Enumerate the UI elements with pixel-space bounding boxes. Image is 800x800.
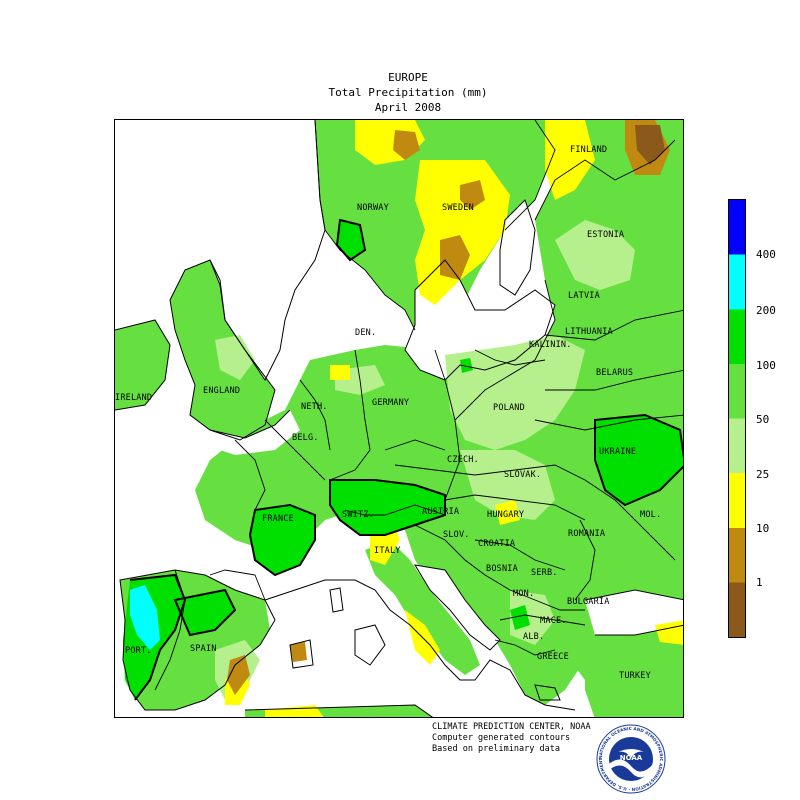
country-label-netherlands: NETH. bbox=[301, 402, 328, 412]
sea-gulf-bothnia bbox=[500, 200, 535, 295]
coastlines bbox=[115, 120, 683, 717]
country-label-greece: GREECE bbox=[537, 652, 569, 662]
land-turkey bbox=[585, 630, 683, 717]
country-label-sweden: SWEDEN bbox=[442, 203, 474, 213]
country-label-slovakia: SLOVAK. bbox=[504, 470, 542, 480]
country-label-serbia: SERB. bbox=[531, 568, 558, 578]
credit-contours: Computer generated contours bbox=[432, 733, 571, 743]
country-label-moldova: MOL. bbox=[640, 510, 662, 520]
country-label-lithuania: LITHUANIA bbox=[565, 327, 613, 337]
country-label-poland: POLAND bbox=[493, 403, 525, 413]
sea-black bbox=[585, 590, 683, 635]
country-label-latvia: LATVIA bbox=[568, 291, 600, 301]
country-label-ukraine: UKRAINE bbox=[599, 447, 637, 457]
country-label-ireland: IRELAND bbox=[115, 393, 153, 403]
map-title: EUROPE bbox=[388, 71, 428, 84]
noaa-logo: NATIONAL OCEANIC AND ATMOSPHERIC ADMINIS… bbox=[596, 724, 666, 794]
country-label-czech: CZECH. bbox=[447, 455, 479, 465]
region-france-central bbox=[250, 505, 315, 575]
country-label-spain: SPAIN bbox=[190, 644, 217, 654]
country-label-finland: FINLAND bbox=[570, 145, 608, 155]
country-label-bulgaria: BULGARIA bbox=[567, 597, 610, 607]
sea-mediterranean bbox=[245, 580, 583, 717]
country-label-macedonia: MACE. bbox=[540, 616, 567, 626]
map-subtitle: Total Precipitation (mm) bbox=[328, 86, 488, 99]
legend-label-25: 25 bbox=[756, 468, 770, 481]
country-label-italy: ITALY bbox=[374, 546, 401, 556]
country-label-germany: GERMANY bbox=[372, 398, 410, 408]
country-label-portugal: PORT. bbox=[125, 646, 152, 656]
sea-channel bbox=[205, 410, 300, 455]
country-label-norway: NORWAY bbox=[357, 203, 389, 213]
country-label-england: ENGLAND bbox=[203, 386, 241, 396]
legend-label-50: 50 bbox=[756, 413, 770, 426]
map-period: April 2008 bbox=[374, 101, 442, 114]
country-label-kaliningrad: KALININ. bbox=[529, 340, 572, 350]
logo-text: NOAA bbox=[620, 754, 643, 762]
sea-north bbox=[115, 120, 325, 380]
band-below-1 bbox=[635, 125, 665, 165]
country-label-bosnia: BOSNIA bbox=[486, 564, 518, 574]
legend-label-200: 200 bbox=[756, 304, 776, 317]
contours-100 bbox=[129, 218, 683, 701]
region-ukraine bbox=[595, 415, 683, 505]
country-label-belarus: BELARUS bbox=[596, 368, 634, 378]
precipitation-map: FINLAND NORWAY SWEDEN ESTONIA LATVIA LIT… bbox=[114, 119, 684, 718]
country-label-romania: ROMANIA bbox=[568, 529, 606, 539]
country-label-austria: AUSTRIA bbox=[422, 507, 460, 517]
country-label-montenegro: MON. bbox=[513, 589, 535, 599]
country-label-albania: ALB. bbox=[523, 632, 545, 642]
region-portugal-coast bbox=[130, 585, 160, 650]
credit-source: CLIMATE PREDICTION CENTER, NOAA bbox=[432, 722, 591, 732]
legend-label-1: 1 bbox=[756, 576, 763, 589]
country-label-hungary: HUNGARY bbox=[487, 510, 525, 520]
region-alps bbox=[330, 480, 445, 535]
country-label-estonia: ESTONIA bbox=[587, 230, 625, 240]
country-label-croatia: CROATIA bbox=[478, 539, 516, 549]
country-label-denmark: DEN. bbox=[355, 328, 377, 338]
legend-label-10: 10 bbox=[756, 522, 770, 535]
legend-label-400: 400 bbox=[756, 248, 776, 261]
sea-atlantic bbox=[115, 380, 195, 580]
credit-data-note: Based on preliminary data bbox=[432, 744, 560, 754]
country-label-belgium: BELG. bbox=[292, 433, 319, 443]
legend-color-bar bbox=[728, 199, 746, 638]
map-canvas bbox=[115, 120, 683, 717]
region-norway-west bbox=[337, 220, 365, 260]
sea-adriatic bbox=[415, 565, 500, 650]
land-ireland bbox=[115, 320, 170, 410]
country-label-turkey: TURKEY bbox=[619, 671, 651, 681]
country-label-france: FRANCE bbox=[262, 514, 294, 524]
band-200-400 bbox=[130, 585, 160, 650]
country-label-slovenia: SLOV. bbox=[443, 530, 470, 540]
legend-label-100: 100 bbox=[756, 359, 776, 372]
land-italy bbox=[365, 540, 480, 675]
country-label-switzerland: SWITZ. bbox=[342, 510, 374, 520]
